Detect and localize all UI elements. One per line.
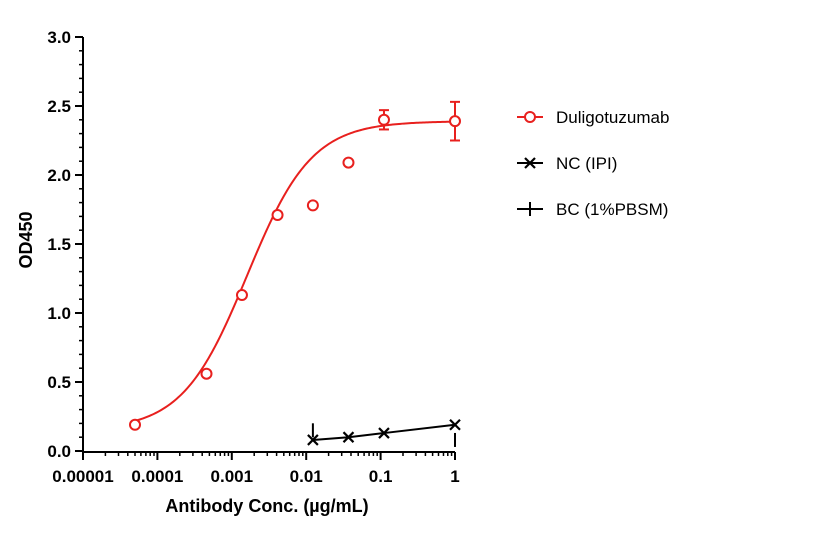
legend-entry-2: BC (1%PBSM) [517,200,668,219]
series-line [312,423,456,441]
series-2 [311,423,456,447]
y-tick-label: 1.5 [47,235,71,254]
marker-stroke [307,434,319,446]
y-axis: 0.0 0.5 1.0 1.5 2.0 2.5 3.0 [47,28,84,461]
data-point [449,115,461,128]
y-tick-label: 0.0 [47,442,71,461]
data-point [378,427,390,439]
fit-curve [134,120,456,422]
x-tick-label: 0.00001 [52,467,113,486]
y-tick-label: 2.0 [47,166,71,185]
y-tick-label: 0.5 [47,373,71,392]
x-axis-title: Antibody Conc. (µg/mL) [165,496,368,516]
data-point [307,434,319,446]
y-tick-label: 1.0 [47,304,71,323]
y-tick-label: 2.5 [47,97,71,116]
x-tick-label: 0.01 [290,467,323,486]
y-tick-label: 3.0 [47,28,71,47]
legend-marker [524,157,536,169]
legend-entry-1: NC (IPI) [517,154,617,173]
x-axis: 0.00001 0.0001 0.001 0.01 0.1 1 [52,451,460,486]
y-axis-title: OD450 [16,211,36,268]
series-0 [129,100,461,431]
legend-label: NC (IPI) [556,154,617,173]
series-1 [307,419,461,446]
data-point [306,199,319,212]
data-point [129,418,142,431]
data-point [342,156,355,169]
marker-stroke [524,157,536,169]
data-point [377,113,390,126]
legend-entry-0: Duligotuzumab [517,108,669,127]
plot-area [129,100,461,447]
marker-stroke [378,427,390,439]
x-tick-label: 0.0001 [131,467,183,486]
data-point [200,367,213,380]
legend-label: Duligotuzumab [556,108,669,127]
legend: Duligotuzumab NC (IPI) BC (1%PBSM) [517,108,669,219]
data-point [449,419,461,431]
data-point [235,289,248,302]
x-tick-label: 1 [450,467,459,486]
x-tick-label: 0.1 [369,467,393,486]
x-tick-label: 0.001 [211,467,254,486]
legend-label: BC (1%PBSM) [556,200,668,219]
data-point [342,431,355,443]
data-point [271,209,284,222]
marker-stroke [449,419,461,431]
marker-stroke [342,431,355,443]
legend-marker [524,111,536,123]
